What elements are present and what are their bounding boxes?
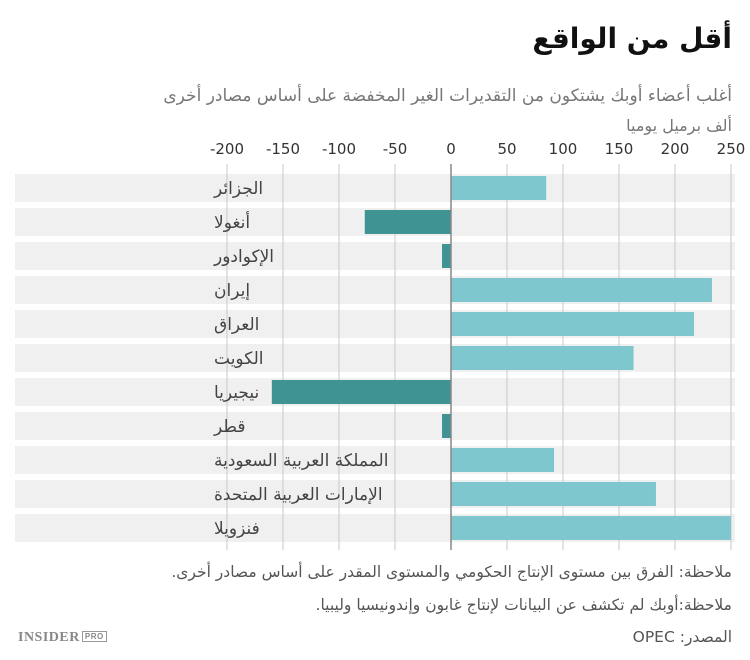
x-tick-label: 250 — [717, 140, 746, 158]
x-tick-label: 0 — [446, 140, 456, 158]
source-label: المصدر: OPEC — [632, 628, 732, 646]
bar — [451, 278, 712, 302]
bar — [451, 448, 555, 472]
row-band — [15, 242, 735, 270]
x-tick-label: 100 — [549, 140, 578, 158]
x-tick-label: -150 — [266, 140, 300, 158]
category-label: الجزائر — [213, 179, 263, 199]
bar-chart: -200 -150 -100 -50 0 50 100 150 200 250 الجزائر أنغ… — [15, 140, 746, 550]
bar — [271, 380, 451, 404]
x-tick-label: -50 — [383, 140, 408, 158]
category-label: الإمارات العربية المتحدة — [214, 485, 383, 505]
bar — [364, 210, 451, 234]
category-label: الإكوادور — [213, 247, 274, 267]
bar — [451, 482, 656, 506]
chart-subtitle: أغلب أعضاء أوبك يشتكون من التقديرات الغي… — [163, 86, 732, 106]
category-label: نيجيريا — [214, 383, 259, 403]
category-label: قطر — [213, 417, 245, 437]
x-tick-label: 50 — [497, 140, 516, 158]
logo-badge: PRO — [81, 631, 107, 642]
category-label: إيران — [214, 281, 250, 301]
category-label: الكويت — [214, 349, 264, 369]
bar — [451, 176, 547, 200]
bar — [451, 346, 634, 370]
unit-label: ألف برميل يوميا — [626, 116, 732, 135]
category-label: العراق — [214, 315, 259, 335]
category-label: المملكة العربية السعودية — [214, 451, 388, 471]
bar — [442, 414, 451, 438]
row-band — [15, 412, 735, 440]
x-tick-label: -100 — [322, 140, 356, 158]
row-band — [15, 446, 735, 474]
logo-text: INSIDER — [18, 630, 80, 645]
chart-title: أقل من الواقع — [532, 22, 732, 55]
category-label: أنغولا — [214, 211, 250, 233]
note-1: ملاحظة: الفرق بين مستوى الإنتاج الحكومي … — [171, 563, 732, 581]
bar — [442, 244, 451, 268]
bar — [451, 516, 731, 540]
x-tick-label: 200 — [661, 140, 690, 158]
insider-pro-logo: INSIDER PRO — [18, 630, 107, 646]
note-2: ملاحظة:أوبك لم تكشف عن البيانات لإنتاج غ… — [315, 596, 732, 614]
category-label: فنزويلا — [214, 519, 260, 539]
x-tick-label: 150 — [605, 140, 634, 158]
row-band — [15, 174, 735, 202]
x-tick-label: -200 — [210, 140, 244, 158]
bar — [451, 312, 695, 336]
